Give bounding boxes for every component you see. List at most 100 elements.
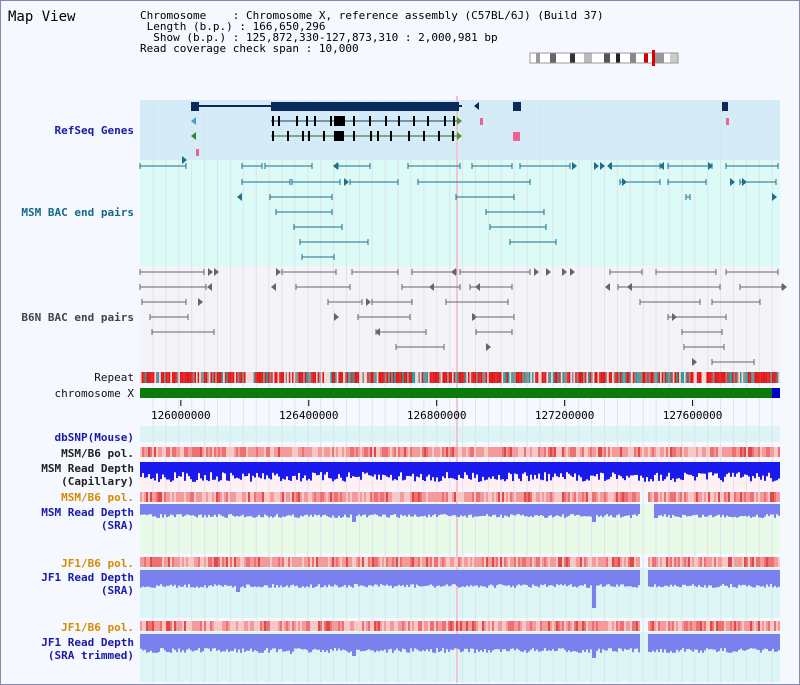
msm-pol-2-segment	[398, 492, 400, 502]
msm-pol-2-segment	[310, 492, 312, 502]
msm-pol-2-segment	[190, 492, 192, 502]
repeat-segment	[149, 372, 152, 383]
jf1-sra-depth-bar	[650, 570, 652, 587]
jf1-trim-depth-bar	[400, 634, 402, 652]
msm-cap-depth-bar	[258, 462, 260, 478]
track-label-msm-depth-sra[interactable]: MSM Read Depth	[41, 506, 134, 519]
jf1-trim-depth-bar	[262, 634, 264, 653]
msm-sra-depth-bar	[738, 504, 740, 517]
track-label-msm-pol-1[interactable]: MSM/B6 pol.	[61, 447, 134, 460]
jf1-sra-depth-bar	[624, 570, 626, 587]
jf1-sra-depth-bar	[546, 570, 548, 587]
track-label-jf1-depth[interactable]: JF1 Read Depth	[41, 571, 134, 584]
msm-pol-2-segment	[444, 492, 446, 502]
repeat-segment	[186, 372, 188, 383]
jf1-trim-depth-bar	[530, 634, 532, 650]
dbsnp-track-bg	[140, 426, 780, 442]
jf1-trim-depth-bar	[498, 634, 500, 650]
msm-cap-depth-bar	[192, 462, 194, 482]
jf1-trim-depth-bar	[518, 634, 520, 650]
jf1-trim-depth-bar	[230, 634, 232, 651]
msm-sra-depth-bar	[626, 504, 628, 516]
msm-pol-segment	[658, 447, 660, 457]
track-label-b6n-bac[interactable]: B6N BAC end pairs	[21, 311, 134, 324]
jf1-sra-depth-bar	[288, 570, 290, 588]
track-label-msm-bac[interactable]: MSM BAC end pairs	[21, 206, 134, 219]
jf1-sra-depth-bar	[606, 570, 608, 585]
msm-pol-segment	[536, 447, 538, 457]
jf1-trim-depth-bar	[228, 634, 230, 653]
track-label-msm-depth-cap[interactable]: MSM Read Depth	[41, 462, 134, 475]
jf1-pol-2-segment	[520, 621, 522, 631]
msm-cap-depth-bar	[514, 462, 516, 474]
msm-cap-depth-bar	[248, 462, 250, 474]
jf1-sra-depth-bar	[214, 570, 216, 585]
repeat-segment	[482, 372, 484, 383]
jf1-pol-segment	[420, 557, 422, 567]
jf1-sra-depth-bar	[472, 570, 474, 587]
jf1-trim-depth-bar	[406, 634, 408, 653]
msm-cap-depth-bar	[644, 462, 646, 482]
repeat-segment	[672, 372, 675, 383]
repeat-segment	[340, 372, 342, 383]
jf1-pol-segment	[210, 557, 212, 567]
jf1-pol-segment	[346, 557, 348, 567]
repeat-segment	[576, 372, 579, 383]
msm-cap-depth-bar	[704, 462, 706, 474]
msm-pol-segment	[632, 447, 634, 457]
jf1-sra-depth-bar	[430, 570, 432, 585]
repeat-segment	[765, 372, 768, 383]
track-label-msm-pol-2[interactable]: MSM/B6 pol.	[61, 491, 134, 504]
jf1-pol-segment	[626, 557, 628, 567]
msm-cap-depth-bar	[726, 462, 728, 475]
msm-pol-segment	[434, 447, 436, 457]
msm-pol-segment	[350, 447, 352, 457]
refseq-exon	[453, 116, 455, 126]
repeat-segment	[223, 372, 225, 383]
msm-sra-depth-bar	[368, 504, 370, 516]
jf1-pol-2-segment	[434, 621, 436, 631]
jf1-trim-depth-bar	[226, 634, 228, 650]
jf1-trim-depth-bar	[622, 634, 624, 652]
msm-cap-depth-bar	[732, 462, 734, 473]
track-label-jf1-trim[interactable]: JF1 Read Depth	[41, 636, 134, 649]
msm-pol-segment	[214, 447, 216, 457]
jf1-pol-2-segment	[192, 621, 194, 631]
jf1-trim-depth-bar	[324, 634, 326, 653]
jf1-pol-segment	[456, 557, 458, 567]
jf1-trim-depth-bar	[398, 634, 400, 651]
repeat-segment	[501, 372, 504, 383]
jf1-pol-segment	[220, 557, 222, 567]
jf1-pol-2-segment	[488, 621, 490, 631]
jf1-pol-segment	[572, 557, 574, 567]
jf1-pol-2-segment	[234, 621, 236, 631]
jf1-trim-depth-bar	[762, 634, 764, 650]
msm-pol-segment	[726, 447, 728, 457]
msm-pol-segment	[264, 447, 266, 457]
track-label-jf1-pol-1[interactable]: JF1/B6 pol.	[61, 557, 134, 570]
msm-cap-depth-bar	[684, 462, 686, 473]
jf1-trim-depth-bar	[726, 634, 728, 653]
msm-pol-segment	[206, 447, 208, 457]
jf1-pol-segment	[398, 557, 400, 567]
repeat-segment	[773, 372, 776, 383]
jf1-sra-depth-bar	[222, 570, 224, 587]
jf1-pol-2-segment	[652, 621, 654, 631]
jf1-sra-depth-bar	[474, 570, 476, 586]
msm-cap-depth-bar	[370, 462, 372, 476]
jf1-sra-depth-bar	[258, 570, 260, 587]
msm-cap-depth-bar	[378, 462, 380, 475]
jf1-pol-2-segment	[426, 621, 428, 631]
track-label-dbsnp[interactable]: dbSNP(Mouse)	[54, 431, 134, 444]
track-label-jf1-pol-2[interactable]: JF1/B6 pol.	[61, 621, 134, 634]
msm-sra-depth-bar	[224, 504, 226, 518]
refseq-exon-block	[334, 116, 344, 126]
track-label-refseq[interactable]: RefSeq Genes	[54, 124, 134, 137]
msm-pol-2-segment	[756, 492, 758, 502]
jf1-sra-depth-bar	[426, 570, 428, 586]
msm-pol-2-segment	[266, 492, 268, 502]
msm-pol-2-segment	[392, 492, 394, 502]
msm-sra-depth-bar	[228, 504, 230, 515]
msm-sra-depth-bar	[450, 504, 452, 517]
